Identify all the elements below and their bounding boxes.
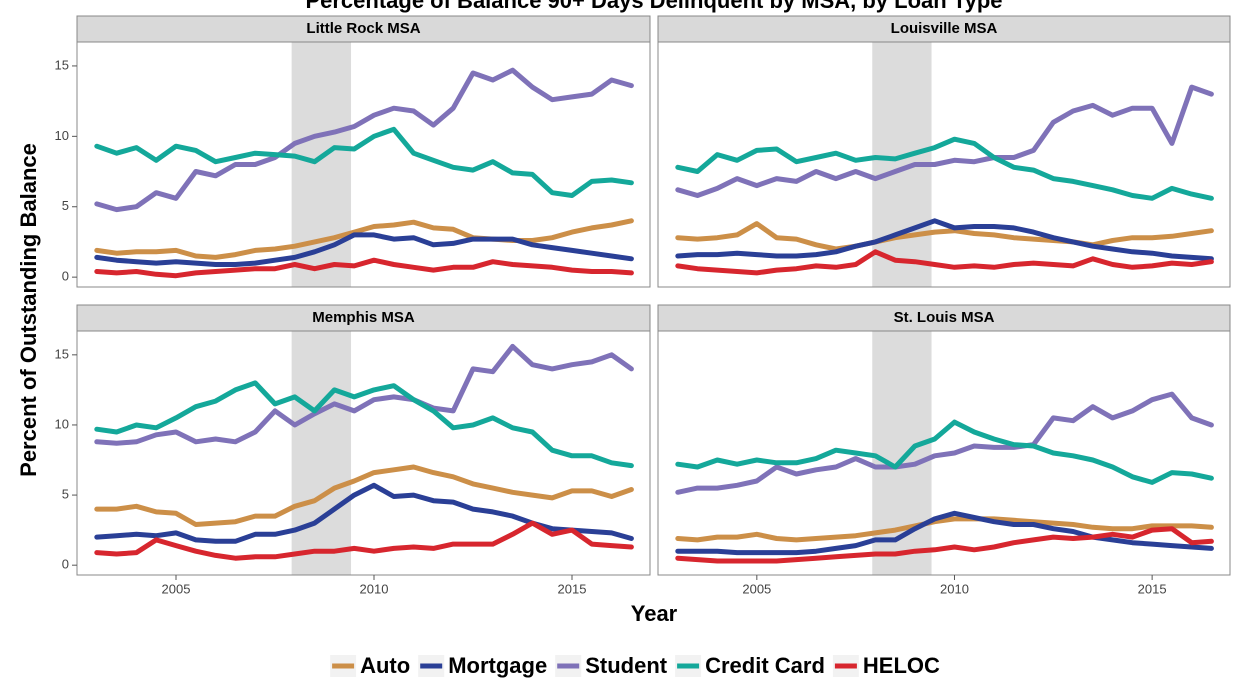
figure-title: Percentage of Balance 90+ Days Delinquen… — [305, 0, 1002, 13]
legend-label: Mortgage — [448, 653, 547, 678]
strip-label: St. Louis MSA — [894, 309, 995, 326]
legend-label: Student — [585, 653, 668, 678]
series-line — [675, 221, 1214, 252]
x-tick-label: 2005 — [162, 581, 191, 596]
y-tick-label: 0 — [62, 557, 69, 572]
legend-label: Auto — [360, 653, 410, 678]
x-tick-label: 2015 — [1138, 581, 1167, 596]
y-tick-label: 10 — [55, 416, 69, 431]
series-line — [94, 126, 634, 198]
series-line — [675, 391, 1214, 495]
strip-label: Louisville MSA — [891, 20, 998, 37]
series-line — [675, 249, 1214, 276]
y-tick-label: 0 — [62, 269, 69, 284]
strip-label: Little Rock MSA — [306, 20, 420, 37]
x-tick-label: 2005 — [742, 581, 771, 596]
series-line — [675, 84, 1214, 198]
series-line — [94, 257, 634, 279]
strip-label: Memphis MSA — [312, 309, 415, 326]
series-line — [94, 520, 634, 561]
series-line — [94, 218, 634, 260]
strip-background — [76, 304, 651, 332]
series-line — [675, 218, 1214, 262]
legend: Auto Mortgage Student Credit Card HELOC — [330, 653, 940, 678]
legend-label: Credit Card — [705, 653, 825, 678]
y-tick-label: 10 — [55, 128, 69, 143]
x-tick-label: 2015 — [558, 581, 587, 596]
y-tick-label: 15 — [55, 57, 69, 72]
series-line — [675, 419, 1214, 485]
x-tick-label: 2010 — [940, 581, 969, 596]
y-tick-label: 5 — [62, 487, 69, 502]
series-line — [675, 136, 1214, 201]
series-line — [94, 67, 634, 213]
series-line — [675, 510, 1214, 556]
recession-shade — [291, 331, 352, 575]
strip-background — [76, 15, 651, 43]
x-axis-title: Year — [631, 601, 678, 626]
strip-background — [657, 304, 1231, 332]
series-line — [94, 343, 634, 446]
legend-label: HELOC — [863, 653, 940, 678]
series-line — [675, 526, 1214, 564]
series-line — [94, 464, 634, 527]
series-line — [94, 380, 634, 469]
y-tick-label: 5 — [62, 198, 69, 213]
series-line — [675, 516, 1214, 543]
y-tick-label: 15 — [55, 346, 69, 361]
x-tick-label: 2010 — [360, 581, 389, 596]
series-line — [94, 232, 634, 267]
y-axis-title: Percent of Outstanding Balance — [16, 143, 41, 477]
strip-background — [657, 15, 1231, 43]
